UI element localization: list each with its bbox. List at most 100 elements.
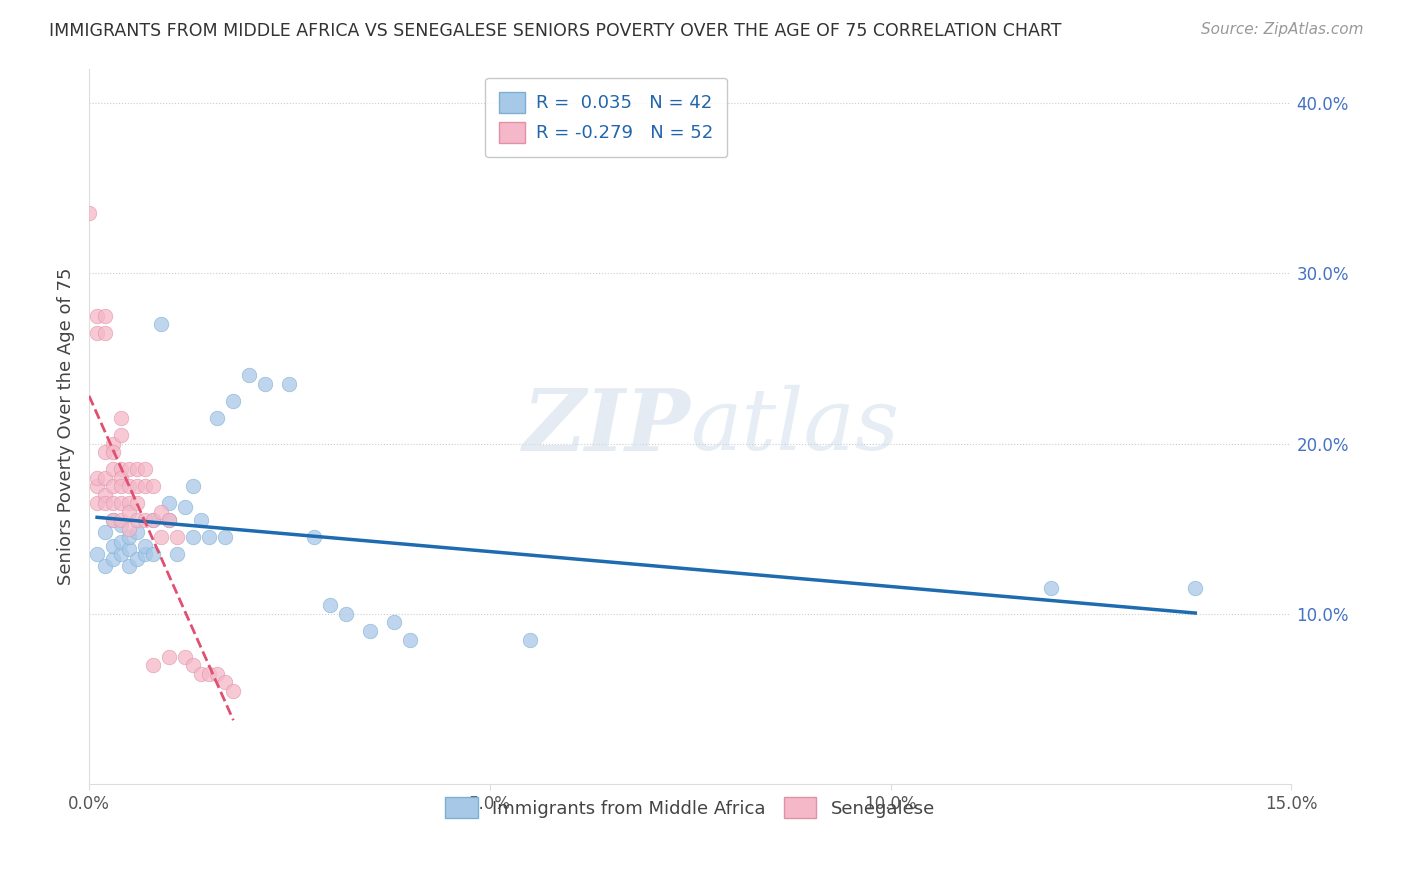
Point <box>254 376 277 391</box>
Point <box>157 513 180 527</box>
Point <box>214 530 236 544</box>
Point <box>101 462 124 476</box>
Point <box>134 547 156 561</box>
Point <box>101 479 124 493</box>
Point <box>157 496 180 510</box>
Point <box>101 496 124 510</box>
Point <box>94 445 117 459</box>
Point <box>181 658 204 673</box>
Point <box>110 496 132 510</box>
Point <box>101 513 124 527</box>
Point <box>318 599 340 613</box>
Point <box>127 479 149 493</box>
Point <box>101 513 124 527</box>
Point <box>94 470 117 484</box>
Point <box>110 547 132 561</box>
Point <box>94 326 117 340</box>
Point <box>134 539 156 553</box>
Point <box>118 530 141 544</box>
Point <box>101 539 124 553</box>
Point <box>110 411 132 425</box>
Point <box>150 530 173 544</box>
Point <box>86 326 108 340</box>
Point <box>198 666 221 681</box>
Point <box>110 428 132 442</box>
Point <box>142 547 165 561</box>
Point <box>238 368 260 383</box>
Legend: Immigrants from Middle Africa, Senegalese: Immigrants from Middle Africa, Senegales… <box>439 790 942 825</box>
Point <box>181 530 204 544</box>
Point <box>118 542 141 557</box>
Point <box>110 518 132 533</box>
Point <box>278 376 301 391</box>
Point <box>118 496 141 510</box>
Point <box>94 488 117 502</box>
Point <box>118 505 141 519</box>
Point <box>127 552 149 566</box>
Point <box>101 445 124 459</box>
Point <box>110 470 132 484</box>
Point <box>94 309 117 323</box>
Point <box>86 479 108 493</box>
Point <box>118 479 141 493</box>
Point <box>181 479 204 493</box>
Point <box>198 530 221 544</box>
Point <box>118 462 141 476</box>
Text: ZIP: ZIP <box>523 384 690 468</box>
Point <box>359 624 381 638</box>
Point <box>101 552 124 566</box>
Point <box>335 607 357 621</box>
Point <box>207 411 229 425</box>
Point <box>142 513 165 527</box>
Point <box>150 317 173 331</box>
Point <box>142 513 165 527</box>
Point <box>382 615 405 630</box>
Point <box>127 496 149 510</box>
Point <box>157 513 180 527</box>
Point <box>110 513 132 527</box>
Point <box>94 559 117 574</box>
Point <box>302 530 325 544</box>
Point <box>142 479 165 493</box>
Point <box>118 559 141 574</box>
Point <box>1184 582 1206 596</box>
Point <box>222 683 245 698</box>
Text: Source: ZipAtlas.com: Source: ZipAtlas.com <box>1201 22 1364 37</box>
Point <box>110 535 132 549</box>
Point <box>86 496 108 510</box>
Point <box>127 462 149 476</box>
Point <box>166 530 188 544</box>
Point <box>94 525 117 540</box>
Point <box>150 505 173 519</box>
Point <box>214 675 236 690</box>
Point <box>94 496 117 510</box>
Point <box>519 632 541 647</box>
Point <box>110 479 132 493</box>
Point <box>86 470 108 484</box>
Point <box>134 462 156 476</box>
Point <box>86 547 108 561</box>
Point <box>86 309 108 323</box>
Point <box>134 479 156 493</box>
Text: IMMIGRANTS FROM MIDDLE AFRICA VS SENEGALESE SENIORS POVERTY OVER THE AGE OF 75 C: IMMIGRANTS FROM MIDDLE AFRICA VS SENEGAL… <box>49 22 1062 40</box>
Point <box>142 658 165 673</box>
Point <box>222 393 245 408</box>
Point <box>127 513 149 527</box>
Point <box>166 547 188 561</box>
Point <box>1039 582 1062 596</box>
Point <box>398 632 420 647</box>
Point <box>134 513 156 527</box>
Point <box>127 525 149 540</box>
Point <box>207 666 229 681</box>
Point <box>157 649 180 664</box>
Point <box>101 436 124 450</box>
Point <box>174 649 197 664</box>
Text: atlas: atlas <box>690 385 900 467</box>
Point <box>110 462 132 476</box>
Point <box>190 666 212 681</box>
Y-axis label: Seniors Poverty Over the Age of 75: Seniors Poverty Over the Age of 75 <box>58 268 75 585</box>
Point <box>118 522 141 536</box>
Point <box>174 500 197 514</box>
Point <box>77 206 100 220</box>
Point <box>190 513 212 527</box>
